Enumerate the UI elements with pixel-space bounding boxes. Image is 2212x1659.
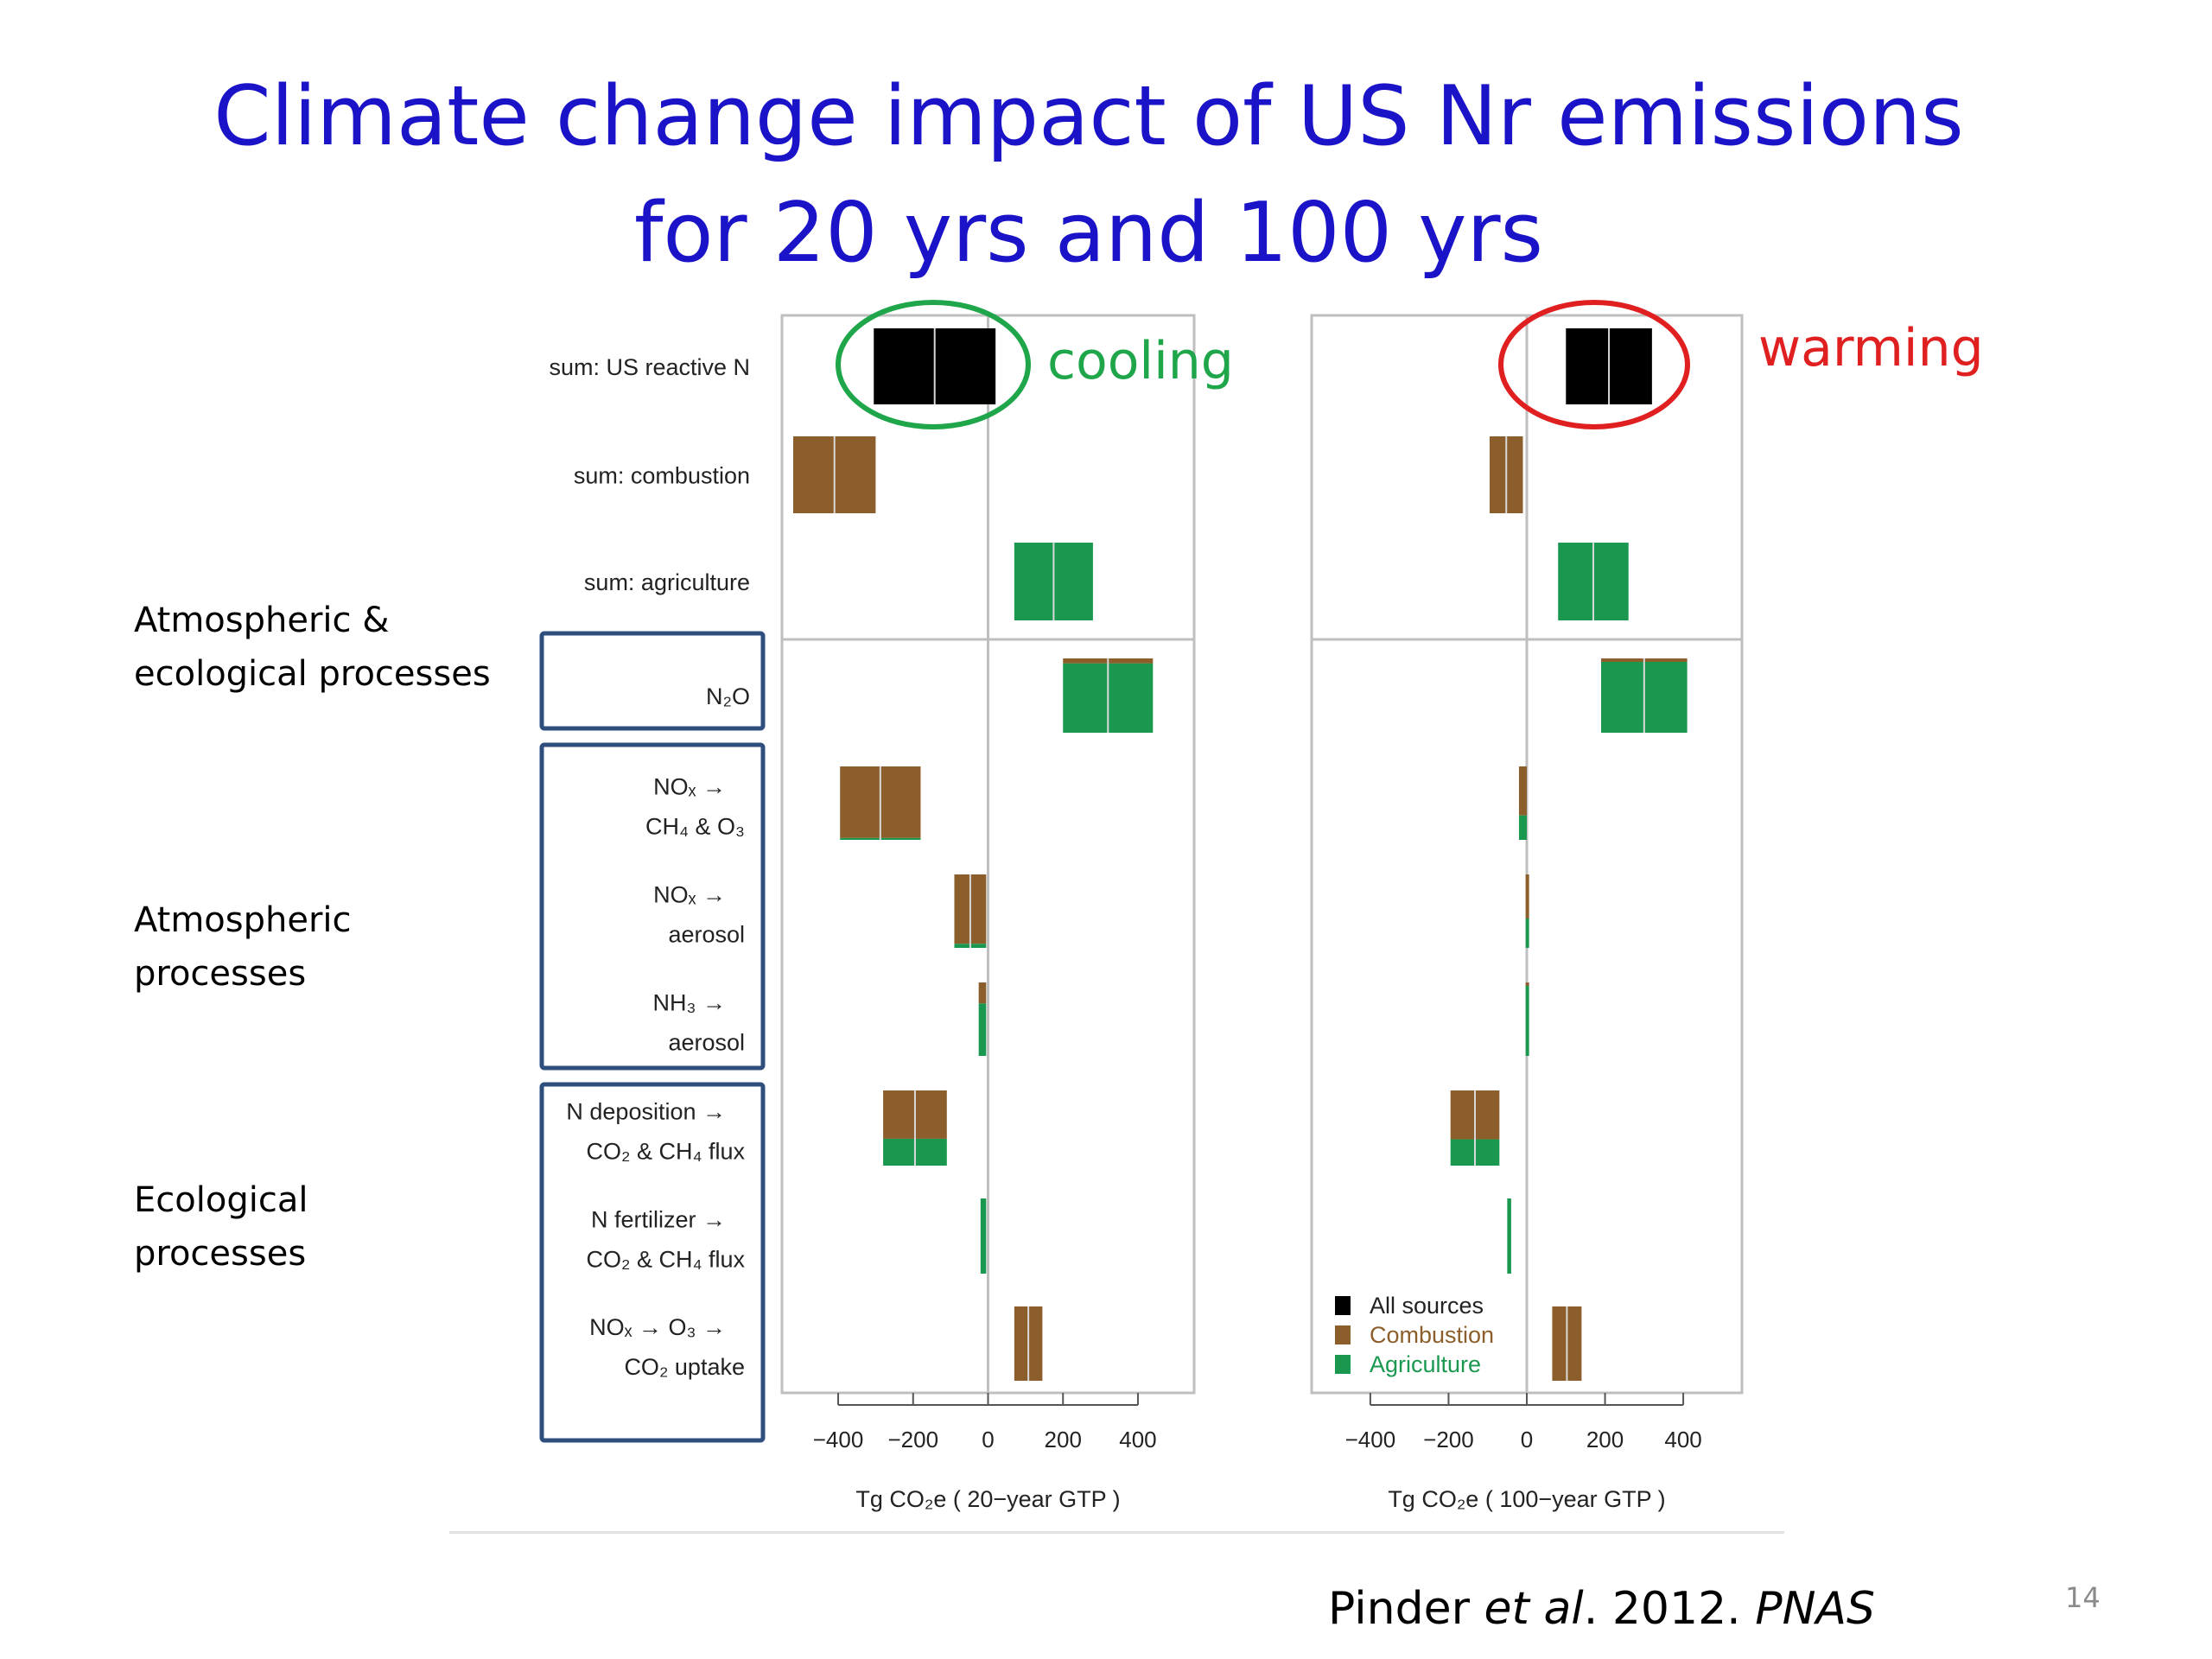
category-label: N₂O <box>706 683 750 709</box>
x-tick-label: −200 <box>1423 1427 1474 1452</box>
category-label: N deposition → <box>566 1099 726 1125</box>
x-tick-label: 400 <box>1664 1427 1701 1452</box>
x-tick-label: 0 <box>1521 1427 1533 1452</box>
group-label-atmospheric-ecological: Atmospheric & ecological processes <box>134 594 491 701</box>
slide-title-line-2: for 20 yrs and 100 yrs <box>633 186 1544 281</box>
x-axis-label: Tg CO₂e ( 20−year GTP ) <box>855 1486 1120 1512</box>
category-label: aerosol <box>668 1030 745 1056</box>
bar-agriculture <box>980 1198 987 1274</box>
citation-journal: PNAS <box>1755 1583 1876 1635</box>
legend-label: Combustion <box>1370 1322 1494 1348</box>
warming-ellipse <box>1498 300 1690 429</box>
group-label-atmospheric: Atmospheric processes <box>134 893 352 1001</box>
group-label-line: Ecological <box>134 1180 308 1220</box>
bar-combustion <box>978 982 987 1004</box>
group-label-line: Atmospheric & <box>134 601 390 640</box>
bar-combustion <box>1518 766 1527 816</box>
x-tick-label: −400 <box>1345 1427 1396 1452</box>
x-tick-label: 400 <box>1119 1427 1156 1452</box>
footer-divider <box>449 1531 1784 1534</box>
x-axis-label: Tg CO₂e ( 100−year GTP ) <box>1388 1486 1665 1512</box>
process-group-box <box>539 1082 766 1443</box>
bar-combustion <box>1525 982 1529 986</box>
x-tick-label: −200 <box>887 1427 938 1452</box>
category-label: NOₓ → O₃ → <box>589 1314 726 1340</box>
group-label-line: Atmospheric <box>134 900 352 940</box>
citation-author: Pinder <box>1328 1583 1484 1635</box>
bar-agriculture <box>1507 1198 1511 1274</box>
bar-agriculture <box>1525 918 1529 948</box>
category-label: CO₂ uptake <box>624 1354 745 1380</box>
citation-etal: et al <box>1484 1583 1584 1635</box>
category-label: CO₂ & CH₄ flux <box>586 1139 745 1165</box>
category-label: aerosol <box>668 922 745 948</box>
category-label: CO₂ & CH₄ flux <box>586 1247 745 1273</box>
legend-label: Agriculture <box>1370 1351 1481 1377</box>
category-label: CH₄ & O₃ <box>645 814 745 840</box>
category-label: NH₃ → <box>653 990 727 1016</box>
category-label: sum: US reactive N <box>549 354 750 380</box>
category-label: NOₓ → <box>653 882 726 908</box>
warming-annotation: warming <box>1758 318 1984 378</box>
group-label-line: processes <box>134 1234 307 1274</box>
bar-agriculture <box>1518 815 1527 840</box>
group-label-line: ecological processes <box>134 654 491 694</box>
citation-year: . 2012. <box>1583 1583 1756 1635</box>
x-tick-label: 200 <box>1045 1427 1082 1452</box>
legend-swatch <box>1335 1355 1351 1374</box>
legend-swatch <box>1335 1325 1351 1344</box>
group-label-ecological: Ecological processes <box>134 1173 308 1281</box>
cooling-ellipse <box>836 300 1031 429</box>
citation: Pinder et al. 2012. PNAS <box>1328 1583 1875 1635</box>
category-label: sum: agriculture <box>584 569 750 595</box>
legend-swatch <box>1335 1296 1351 1315</box>
bar-combustion <box>1525 874 1529 918</box>
x-tick-label: −400 <box>813 1427 864 1452</box>
x-tick-label: 0 <box>982 1427 994 1452</box>
process-group-box <box>539 631 766 731</box>
category-label: sum: combustion <box>574 463 750 489</box>
bar-agriculture <box>978 1003 987 1056</box>
category-label: N fertilizer → <box>591 1207 726 1233</box>
cooling-annotation: cooling <box>1047 331 1234 391</box>
slide-number: 14 <box>2065 1581 2101 1614</box>
x-tick-label: 200 <box>1586 1427 1624 1452</box>
group-label-line: processes <box>134 954 307 994</box>
bar-agriculture <box>1525 986 1529 1056</box>
process-group-box <box>539 742 766 1071</box>
legend-label: All sources <box>1370 1293 1484 1319</box>
slide-title-line-1: Climate change impact of US Nr emissions <box>213 69 1964 164</box>
category-label: NOₓ → <box>653 774 726 800</box>
